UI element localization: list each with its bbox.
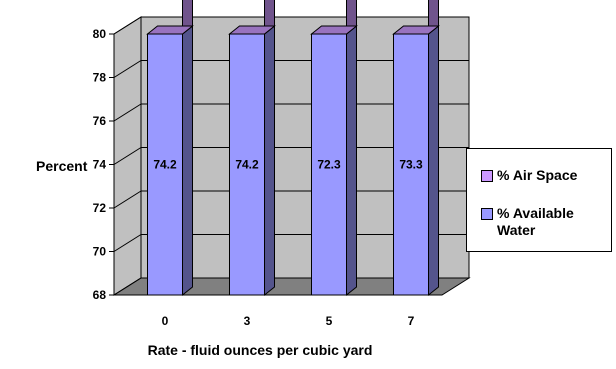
- y-tick-label: 68: [93, 288, 107, 302]
- gridline-side: [113, 147, 142, 165]
- x-tick-labels: 0 3 5 7: [162, 314, 415, 328]
- x-tick-label: 3: [244, 314, 251, 328]
- x-tick-label: 7: [408, 314, 415, 328]
- legend-label-air-space: % Air Space: [497, 167, 578, 183]
- y-tick-label: 78: [93, 71, 107, 85]
- data-label: 74.2: [235, 158, 259, 172]
- data-label: 72.3: [317, 158, 341, 172]
- legend-swatch-available-water: [481, 208, 493, 220]
- bar-side: [264, 24, 275, 297]
- x-tick-label: 5: [326, 314, 333, 328]
- legend-item-available-water: % Available Water: [481, 205, 607, 239]
- legend-label-available-water: % Available Water: [497, 205, 574, 238]
- y-tick-label: 80: [93, 27, 107, 41]
- legend-item-air-space: % Air Space: [481, 167, 607, 184]
- bar-side: [346, 24, 357, 297]
- x-tick-label: 0: [162, 314, 169, 328]
- x-axis-title: Rate - fluid ounces per cubic yard: [148, 342, 373, 358]
- data-labels: 74.25.574.25.572.37.473.36.6: [153, 158, 423, 172]
- bar-segment: [146, 0, 194, 36]
- data-label: 74.2: [153, 158, 177, 172]
- gridline-side: [113, 60, 142, 78]
- data-label: 73.3: [399, 158, 423, 172]
- gridline-side: [113, 277, 142, 296]
- bar-segment: [310, 0, 358, 36]
- gridline-side: [113, 103, 142, 122]
- legend-swatch-air-space: [481, 170, 493, 182]
- bar-segment: [311, 24, 357, 297]
- gridline-side: [113, 16, 142, 35]
- y-tick-label: 70: [93, 245, 107, 259]
- bar-top: [146, 25, 194, 35]
- bar-top: [392, 25, 440, 35]
- bar-side: [428, 24, 439, 297]
- bar-front: [229, 33, 265, 296]
- bars: [146, 0, 440, 297]
- y-tick-labels: 68 70 72 74 76 78 80: [93, 27, 107, 302]
- bar-front: [393, 33, 429, 296]
- legend: % Air Space % Available Water: [466, 148, 612, 252]
- y-tick-label: 74: [93, 158, 107, 172]
- bar-segment: [228, 0, 276, 36]
- bar-segment: [392, 0, 440, 36]
- bar-top: [228, 25, 276, 35]
- gridline-side: [113, 234, 142, 252]
- bar-side: [182, 24, 193, 297]
- y-tick-label: 76: [93, 114, 107, 128]
- bar-front: [311, 33, 347, 296]
- gridline-side: [113, 190, 142, 209]
- bar-segment: [393, 24, 439, 297]
- bar-top: [310, 25, 358, 35]
- y-tick-label: 72: [93, 201, 107, 215]
- y-axis-title: Percent: [36, 158, 88, 174]
